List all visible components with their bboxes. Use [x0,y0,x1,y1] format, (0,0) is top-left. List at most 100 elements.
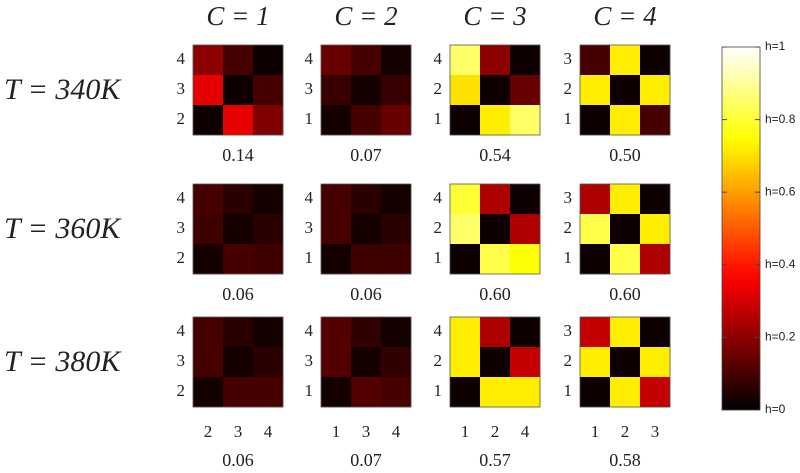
heatmap-cell [640,244,671,275]
caption: 0.06 [222,450,254,470]
caption: 0.14 [222,145,254,165]
y-tick-label: 2 [564,351,573,370]
heatmap-frame [449,183,541,275]
x-tick-label: 4 [521,422,530,441]
heatmap-cell [580,214,611,245]
heatmap-cell [253,75,284,106]
caption: 0.60 [479,284,511,304]
heatmap-cell [450,244,481,275]
heatmap-frame [320,183,412,275]
heatmap-cell [510,244,541,275]
caption: 0.07 [350,145,382,165]
heatmap-cell [351,75,382,106]
y-tick-label: 3 [305,79,314,98]
y-tick-label: 4 [177,49,186,68]
heatmap-cell [450,377,481,408]
heatmap-cell [223,105,254,136]
column-title: C = 1 [206,1,269,31]
caption: 0.06 [222,284,254,304]
heatmap-frame [579,316,671,408]
y-tick-label: 4 [434,321,443,340]
heatmap-cell [193,317,224,348]
heatmap-cell [510,317,541,348]
heatmap-cell [640,45,671,76]
heatmap-cell [253,317,284,348]
heatmap-cell [321,317,352,348]
heatmap-cell [450,214,481,245]
y-tick-label: 4 [434,188,443,207]
heatmap-cell [580,347,611,378]
heatmap-cell [381,214,412,245]
colorbar-label: h=0.8 [765,112,796,126]
heatmap-cell [253,105,284,136]
heatmap-cell [480,184,511,215]
colorbar-label: h=0.4 [765,257,796,271]
heatmap-cell [253,377,284,408]
heatmap-cell [580,45,611,76]
heatmap-cell [610,105,641,136]
heatmap-cell [321,214,352,245]
y-tick-label: 2 [564,79,573,98]
x-tick-label: 2 [204,422,213,441]
heatmap-cell [351,347,382,378]
heatmap-cell [381,184,412,215]
caption: 0.06 [350,284,382,304]
x-tick-label: 1 [461,422,470,441]
y-tick-label: 4 [177,188,186,207]
y-tick-label: 2 [434,351,443,370]
y-tick-label: 3 [564,188,573,207]
caption: 0.57 [479,450,511,470]
heatmap-cell [610,317,641,348]
heatmap-cell [321,105,352,136]
heatmap-frame [192,183,284,275]
heatmap-cell [480,105,511,136]
heatmap-cell [351,184,382,215]
heatmap-cell [223,184,254,215]
heatmap-frame [449,316,541,408]
x-tick-label: 1 [332,422,341,441]
heatmap-cell [480,45,511,76]
heatmap-frame [579,44,671,136]
caption: 0.07 [350,450,382,470]
heatmap-cell [640,317,671,348]
heatmap-cell [321,45,352,76]
heatmap-cell [610,347,641,378]
heatmap-cell [193,105,224,136]
heatmap-cell [223,317,254,348]
y-tick-label: 2 [434,218,443,237]
x-tick-label: 2 [491,422,500,441]
y-tick-label: 3 [177,79,186,98]
y-tick-label: 3 [564,49,573,68]
heatmap-cell [381,75,412,106]
x-tick-label: 3 [362,422,371,441]
heatmap-cell [381,377,412,408]
y-tick-label: 1 [305,109,314,128]
y-tick-label: 3 [177,351,186,370]
heatmap-cell [480,214,511,245]
heatmap-cell [351,317,382,348]
colorbar-label: h=0.6 [765,184,796,198]
heatmap-cell [321,347,352,378]
heatmap-cell [480,75,511,106]
y-tick-label: 4 [305,188,314,207]
x-tick-label: 3 [234,422,243,441]
y-tick-label: 1 [305,248,314,267]
y-tick-label: 3 [564,321,573,340]
y-tick-label: 2 [177,381,186,400]
heatmap-cell [640,105,671,136]
heatmap-cell [610,184,641,215]
heatmap-cell [381,347,412,378]
x-tick-label: 2 [621,422,630,441]
heatmap-cell [610,214,641,245]
heatmap-cell [450,75,481,106]
caption: 0.58 [609,450,641,470]
heatmap-cell [580,105,611,136]
y-tick-label: 2 [177,248,186,267]
y-tick-label: 4 [177,321,186,340]
heatmap-cell [193,244,224,275]
heatmap-cell [610,45,641,76]
heatmap-cell [351,105,382,136]
heatmap-cell [510,347,541,378]
heatmap-cell [480,377,511,408]
